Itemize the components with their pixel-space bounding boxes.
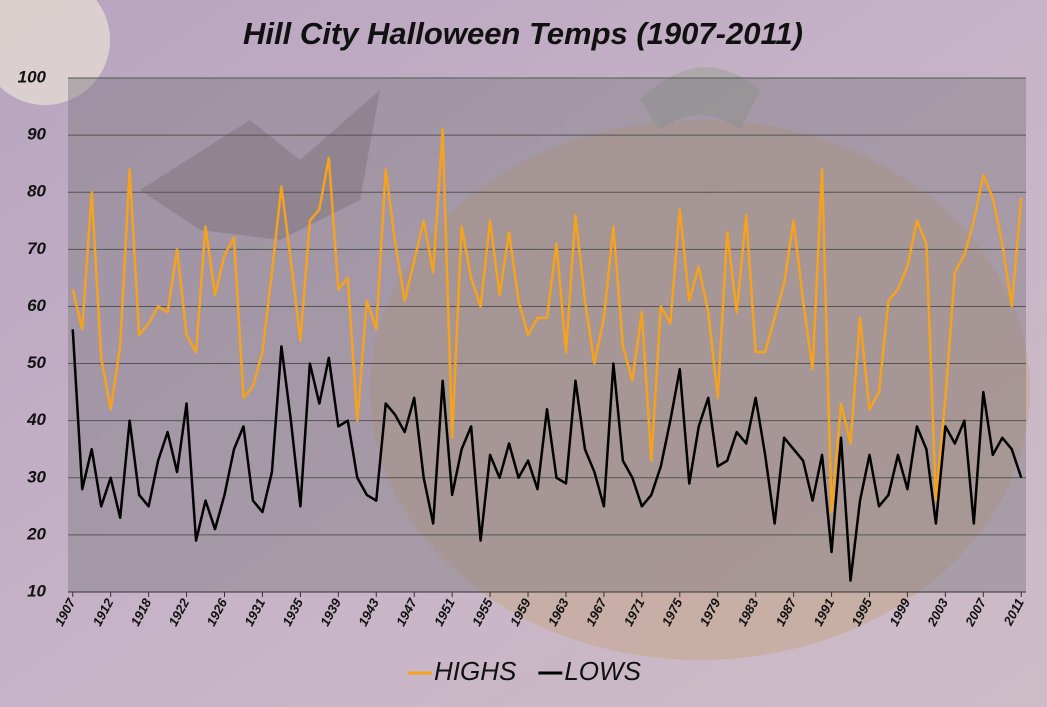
y-tick-label: 50: [27, 353, 46, 372]
chart-title: Hill City Halloween Temps (1907-2011): [243, 16, 803, 51]
series-line: [71, 128, 1023, 514]
y-tick-label: 30: [27, 467, 46, 486]
y-tick-label: 100: [18, 67, 47, 86]
pumpkin: [370, 120, 1030, 660]
y-tick-label: 10: [27, 581, 46, 600]
plot-area: [68, 78, 1026, 592]
y-tick-label: 40: [26, 410, 46, 429]
y-tick-label: 20: [26, 524, 46, 543]
y-tick-label: 90: [27, 125, 46, 144]
moon: [0, 0, 110, 105]
y-tick-label: 70: [27, 239, 46, 258]
legend-label: LOWS: [564, 656, 641, 686]
pumpkin-stem: [640, 67, 760, 130]
legend: HIGHS LOWS: [408, 656, 642, 686]
legend-label: HIGHS: [434, 656, 517, 686]
y-tick-label: 80: [27, 182, 46, 201]
series-line: [71, 329, 1023, 582]
y-tick-label: 60: [27, 296, 46, 315]
